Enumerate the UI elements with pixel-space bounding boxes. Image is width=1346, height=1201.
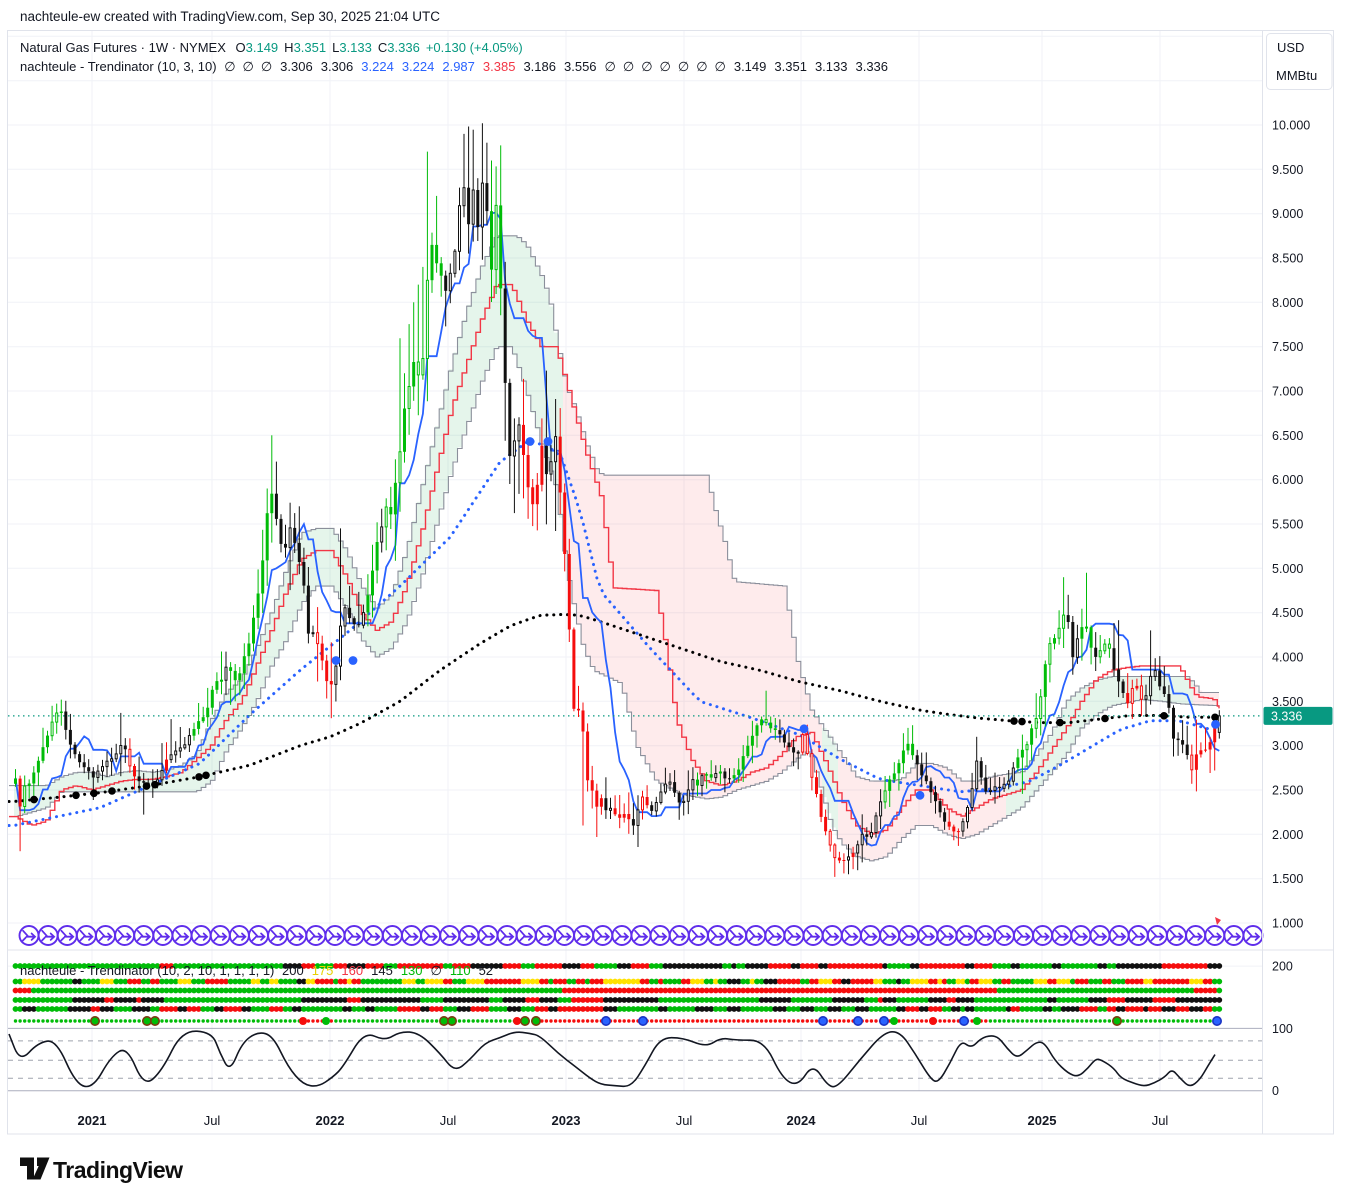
svg-text:1.000: 1.000: [1272, 917, 1303, 931]
svg-text:3.336: 3.336: [1271, 709, 1302, 723]
svg-text:1.500: 1.500: [1272, 872, 1303, 886]
svg-text:2.500: 2.500: [1272, 784, 1303, 798]
svg-text:2.000: 2.000: [1272, 828, 1303, 842]
svg-text:4.500: 4.500: [1272, 606, 1303, 620]
svg-text:10.000: 10.000: [1272, 119, 1310, 133]
svg-text:200: 200: [1272, 960, 1293, 974]
svg-text:7.500: 7.500: [1272, 340, 1303, 354]
svg-text:9.000: 9.000: [1272, 207, 1303, 221]
svg-text:USD: USD: [1277, 40, 1304, 55]
svg-text:2023: 2023: [552, 1113, 581, 1128]
svg-text:6.500: 6.500: [1272, 429, 1303, 443]
svg-text:7.000: 7.000: [1272, 385, 1303, 399]
svg-text:2022: 2022: [316, 1113, 345, 1128]
svg-text:6.000: 6.000: [1272, 473, 1303, 487]
svg-text:nachteule - Trendinator (10, 3: nachteule - Trendinator (10, 3, 10) ∅ ∅ ∅ 3…: [20, 59, 888, 74]
svg-text:4.000: 4.000: [1272, 651, 1303, 665]
svg-text:MMBtu: MMBtu: [1276, 68, 1317, 83]
svg-text:3.000: 3.000: [1272, 739, 1303, 753]
svg-text:Jul: Jul: [204, 1113, 221, 1128]
svg-text:TradingView: TradingView: [53, 1157, 183, 1183]
svg-text:2024: 2024: [787, 1113, 817, 1128]
svg-text:100: 100: [1272, 1022, 1293, 1036]
svg-text:2021: 2021: [78, 1113, 107, 1128]
svg-text:3.500: 3.500: [1272, 695, 1303, 709]
svg-text:8.000: 8.000: [1272, 296, 1303, 310]
svg-text:5.500: 5.500: [1272, 518, 1303, 532]
svg-text:nachteule - Trendinator (10, 2: nachteule - Trendinator (10, 2, 10, 1, 1…: [20, 963, 493, 978]
svg-text:9.500: 9.500: [1272, 163, 1303, 177]
svg-text:Jul: Jul: [911, 1113, 928, 1128]
svg-text:8.500: 8.500: [1272, 252, 1303, 266]
svg-text:Jul: Jul: [440, 1113, 457, 1128]
svg-text:Jul: Jul: [1152, 1113, 1169, 1128]
svg-text:0: 0: [1272, 1084, 1279, 1098]
svg-text:Natural Gas Futures · 1W · NYM: Natural Gas Futures · 1W · NYMEX O3.149 H…: [20, 40, 523, 55]
svg-text:2025: 2025: [1028, 1113, 1057, 1128]
svg-text:5.000: 5.000: [1272, 562, 1303, 576]
svg-text:Jul: Jul: [676, 1113, 693, 1128]
